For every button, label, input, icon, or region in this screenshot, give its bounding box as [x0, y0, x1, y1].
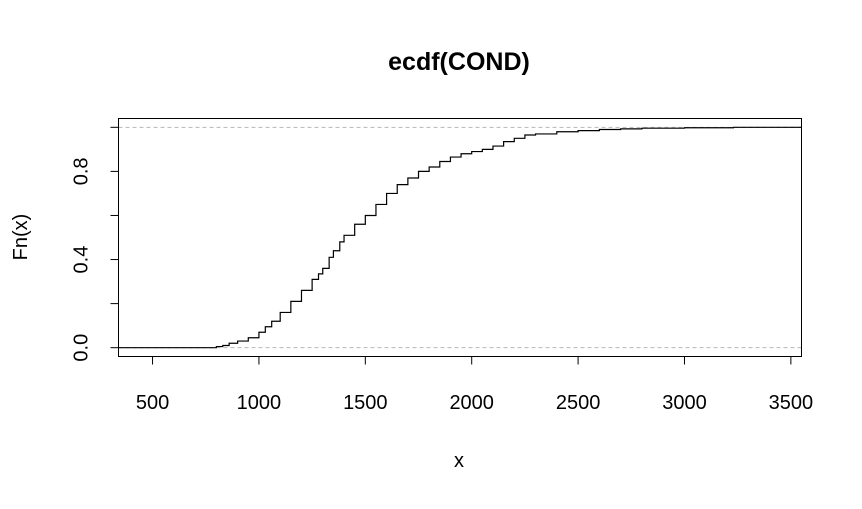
x-tick-label: 3500 — [769, 392, 814, 414]
chart-title: ecdf(COND) — [388, 48, 530, 76]
x-tick-label: 1500 — [343, 392, 388, 414]
ecdf-step-line — [118, 126, 802, 349]
y-tick-label: 0.0 — [71, 334, 93, 362]
y-axis-label: Fn(x) — [10, 214, 32, 261]
x-axis-label: x — [454, 450, 464, 472]
x-tick-label: 2000 — [449, 392, 494, 414]
x-tick-label: 3000 — [662, 392, 707, 414]
x-tick-label: 1000 — [237, 392, 282, 414]
x-tick-label: 2500 — [556, 392, 601, 414]
y-tick-label: 0.4 — [71, 246, 93, 274]
x-axis: 500 1000 1500 2000 2500 3000 3500 — [136, 356, 814, 414]
x-tick-label: 500 — [136, 392, 169, 414]
plot-frame — [118, 118, 802, 357]
y-tick-label: 0.8 — [71, 157, 93, 185]
y-axis: 0.0 0.4 0.8 — [71, 126, 119, 362]
